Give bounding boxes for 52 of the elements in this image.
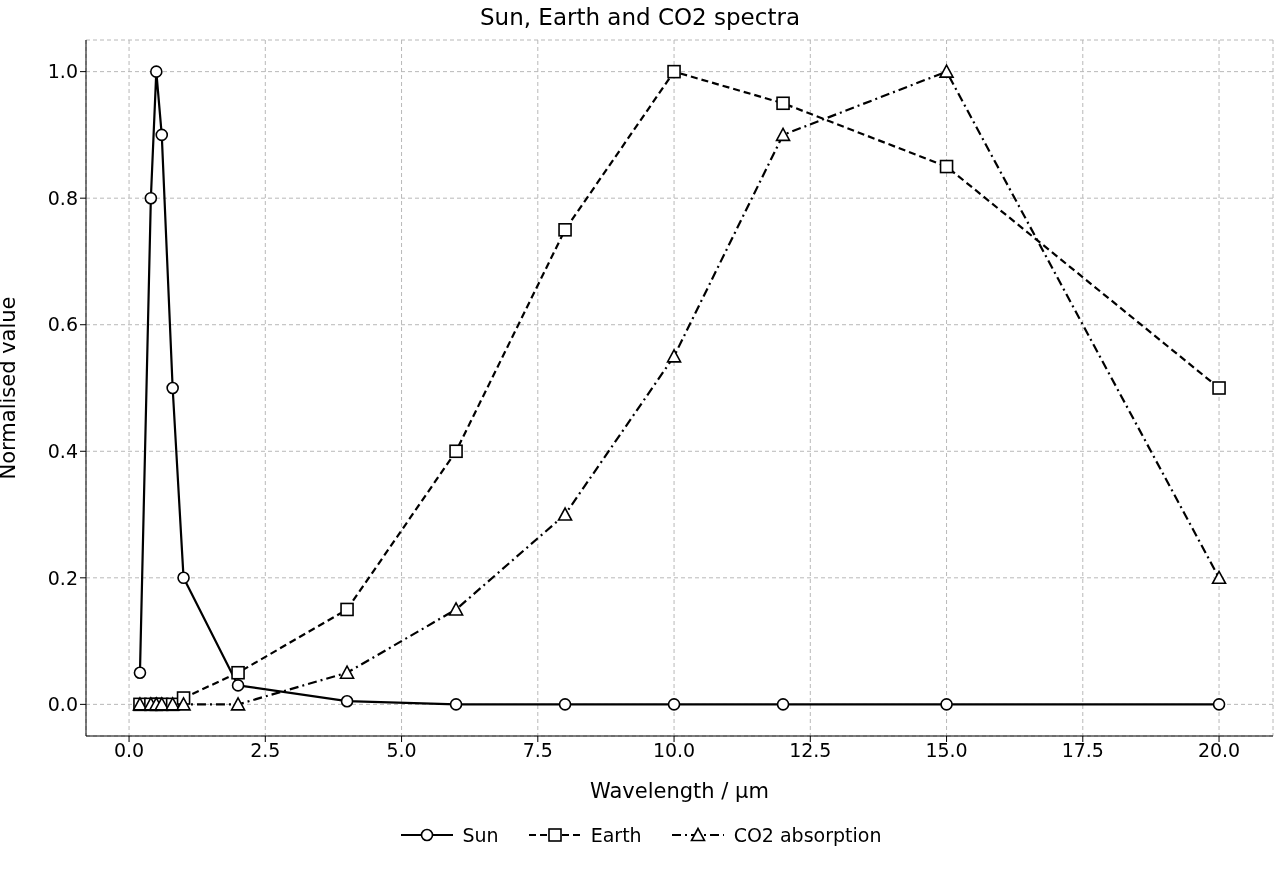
point — [339, 665, 355, 680]
point — [667, 64, 681, 79]
y-tick-label: 0.4 — [47, 440, 78, 463]
point — [166, 381, 179, 395]
point — [448, 602, 464, 616]
point — [776, 698, 790, 711]
point — [150, 65, 163, 78]
y-tick-label: 0.0 — [47, 693, 78, 716]
point — [1212, 381, 1226, 395]
chart-title: Sun, Earth and CO2 spectra — [479, 3, 801, 32]
point — [340, 694, 354, 708]
point — [557, 507, 573, 521]
point — [940, 698, 953, 711]
y-tick-label: 1.0 — [47, 60, 78, 83]
x-tick-label: 5.0 — [386, 739, 417, 762]
point — [558, 223, 572, 237]
x-tick-label: 10.0 — [652, 739, 696, 762]
x-tick-label: 17.5 — [1061, 739, 1104, 762]
point — [231, 665, 245, 680]
x-tick-label: 15.0 — [925, 739, 968, 762]
point — [449, 698, 463, 711]
point — [666, 349, 682, 363]
legend-label: Earth — [590, 824, 642, 846]
point — [144, 191, 158, 205]
point — [340, 602, 354, 617]
x-tick-label: 20.0 — [1197, 739, 1241, 762]
y-tick-label: 0.6 — [47, 313, 78, 336]
point — [775, 127, 791, 142]
point — [939, 64, 954, 78]
point — [667, 698, 681, 711]
legend-label: CO2 absorption — [733, 824, 882, 846]
x-tick-label: 12.5 — [789, 739, 832, 762]
legend-label: Sun — [462, 824, 499, 846]
point — [231, 679, 245, 692]
point — [558, 698, 572, 711]
x-tick-label: 7.5 — [522, 739, 553, 762]
point — [776, 96, 790, 111]
point — [177, 571, 190, 585]
point — [1212, 698, 1226, 711]
point — [230, 697, 246, 711]
y-tick-label: 0.2 — [47, 566, 78, 589]
point — [449, 444, 463, 459]
point — [133, 666, 147, 680]
x-axis-title: Wavelength / μm — [590, 779, 769, 803]
x-tick-label: 2.5 — [250, 739, 281, 762]
point — [176, 697, 191, 711]
y-axis-title: Normalised value — [0, 296, 21, 480]
y-tick-label: 0.8 — [47, 186, 78, 209]
point — [155, 128, 169, 142]
point — [939, 159, 954, 174]
x-tick-label: 0.0 — [113, 739, 145, 762]
point — [1211, 570, 1227, 585]
